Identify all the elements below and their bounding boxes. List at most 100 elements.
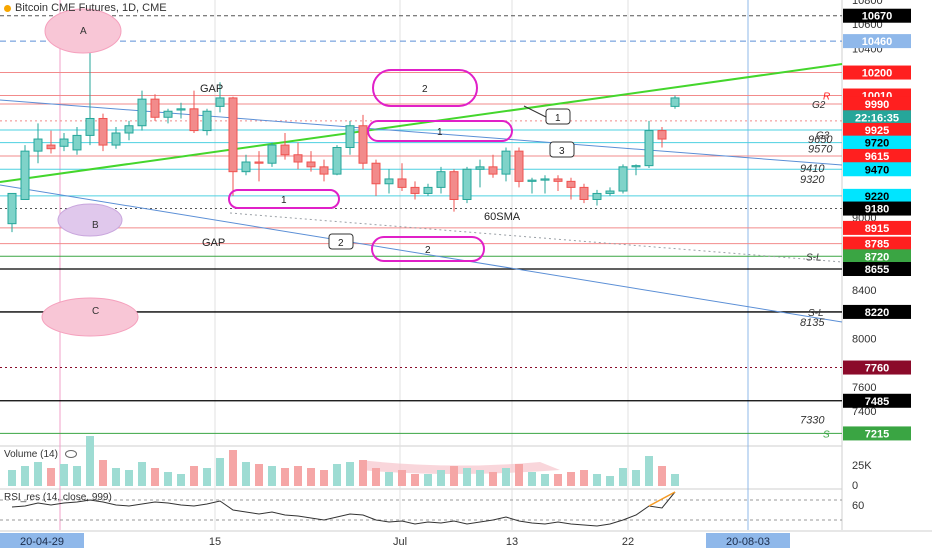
price-tag-bg: [843, 110, 911, 125]
candle-body: [176, 108, 186, 111]
price-tag-text: 10460: [862, 36, 893, 48]
gap-bottom-label: GAP: [202, 237, 225, 249]
time-axis-label: Jul: [393, 536, 407, 548]
circle-b-label: B: [92, 220, 99, 231]
rsi-pane-title[interactable]: RSI_res (14, close, 999): [4, 492, 112, 503]
candle-body: [384, 178, 394, 185]
volume-bar: [112, 468, 120, 486]
price-tag-text: 9470: [865, 164, 889, 176]
level-lines-layer: [0, 15, 842, 434]
candle: [501, 147, 511, 182]
time-axis-label: 20-08-03: [726, 536, 770, 548]
price-tag: 9925: [843, 122, 911, 137]
volume-bar: [86, 436, 94, 486]
candle-body: [605, 190, 615, 194]
candle: [293, 142, 303, 170]
candle-body: [72, 134, 82, 151]
candle-body: [618, 166, 628, 192]
sma-line: [229, 212, 843, 263]
candle-body: [592, 192, 602, 200]
eye-icon[interactable]: [64, 450, 77, 459]
price-tag-bg: [843, 135, 911, 150]
price-tag: 8220: [843, 304, 911, 319]
time-label-box: [0, 533, 84, 548]
box-label-2: [328, 233, 354, 250]
volume-tick: 0: [852, 480, 858, 492]
price-tag-text: 8220: [865, 307, 889, 319]
candle: [189, 90, 199, 133]
price-tag: 9990: [843, 96, 911, 111]
volume-bar: [476, 470, 484, 486]
candle-body: [449, 171, 459, 200]
candle-body: [566, 180, 576, 188]
price-tag-text: 9180: [865, 204, 889, 216]
candle-body: [423, 186, 433, 194]
box-label-3: [549, 141, 575, 158]
circle-a-label: A: [80, 26, 87, 37]
price-tag: 9720: [843, 135, 911, 150]
candles-layer[interactable]: [7, 16, 680, 233]
candle: [137, 90, 147, 131]
blue-trendline-lower: [0, 184, 843, 323]
candle-body: [293, 154, 303, 163]
time-axis-label: 20-04-29: [20, 536, 64, 548]
candle-body: [241, 161, 251, 173]
price-tag-text: 7485: [865, 396, 889, 408]
candle: [579, 183, 589, 204]
candle-body: [319, 166, 329, 175]
price-tag-text: 10200: [862, 68, 893, 80]
price-tag-bg: [843, 426, 911, 441]
oval-2-bottom-label: 2: [425, 245, 431, 256]
price-tag-bg: [843, 96, 911, 111]
time-label-box: [706, 533, 790, 548]
box-1-pointer: [523, 105, 547, 118]
candle: [358, 114, 368, 170]
candle-body: [306, 161, 316, 168]
volume-bar: [502, 468, 510, 486]
price-tag-text: 8785: [865, 239, 889, 251]
candle: [657, 126, 667, 148]
candle: [111, 126, 121, 149]
price-tag-bg: [843, 188, 911, 203]
price-axis-tick: 7600: [852, 382, 876, 394]
candle-body: [280, 144, 290, 156]
grid-layer: [59, 0, 749, 530]
candle: [514, 147, 524, 188]
price-tag-bg: [843, 304, 911, 319]
time-axis-label: 15: [209, 536, 221, 548]
candle-body: [124, 125, 134, 134]
candle-body: [553, 178, 563, 182]
volume-bar: [424, 474, 432, 486]
price-axis-tick: 8135: [800, 317, 825, 329]
volume-bar: [164, 472, 172, 486]
volume-title-text: Volume (14): [4, 449, 58, 460]
oval-1-bottom: [228, 189, 340, 209]
price-tag: 8655: [843, 262, 911, 277]
price-tag-bg: [843, 262, 911, 277]
volume-bar: [281, 468, 289, 486]
candle: [306, 151, 316, 172]
candle-body: [202, 110, 212, 132]
oval-1-bottom-label: 1: [281, 195, 287, 206]
candle: [215, 82, 225, 113]
volume-bar: [151, 468, 159, 486]
volume-bar: [463, 468, 471, 486]
rsi-title-text: RSI_res (14, close, 999): [4, 492, 112, 503]
oval-2-top: [372, 69, 478, 107]
price-tag-text: 7215: [865, 428, 889, 440]
chart-header[interactable]: Bitcoin CME Futures, 1D, CME: [4, 2, 167, 14]
candle: [644, 120, 654, 169]
candle: [72, 126, 82, 155]
volume-bar: [541, 474, 549, 486]
volume-pane-title[interactable]: Volume (14): [4, 449, 77, 460]
volume-bar: [411, 474, 419, 486]
price-axis-tick: 8400: [852, 285, 876, 297]
volume-bar: [606, 476, 614, 486]
volume-bar: [658, 466, 666, 486]
volume-bar: [229, 450, 237, 486]
price-tag-text: 9615: [865, 151, 889, 163]
sma-label: 60SMA: [484, 211, 521, 223]
candle: [527, 177, 537, 194]
candle: [631, 164, 641, 176]
price-tag-text: 8915: [865, 223, 889, 235]
